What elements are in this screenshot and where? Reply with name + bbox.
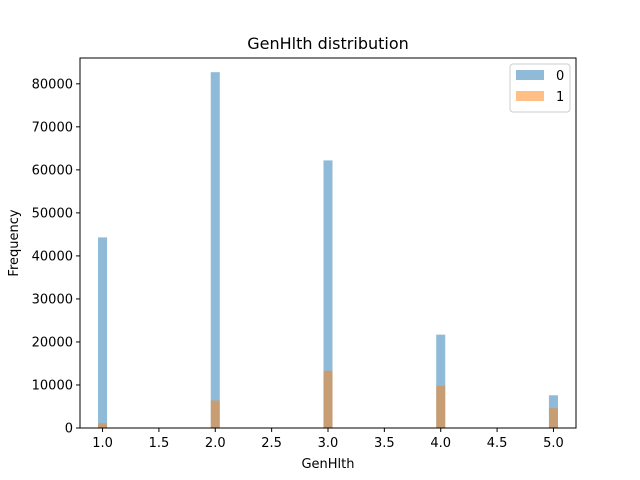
x-tick-label: 2.5 [261, 436, 282, 451]
bar-series-0-4 [436, 334, 446, 428]
y-tick-label: 50000 [32, 206, 73, 221]
bar-series-1-3 [323, 370, 333, 428]
x-tick-label: 5.0 [543, 436, 564, 451]
bar-series-1-1 [98, 423, 108, 428]
bar-series-1-4 [436, 385, 446, 428]
y-tick-label: 40000 [32, 249, 73, 264]
y-tick-label: 60000 [32, 163, 73, 178]
x-axis-label: GenHlth [301, 457, 354, 472]
chart-title: GenHlth distribution [247, 34, 409, 53]
y-axis-ticks: 0 10000 20000 30000 40000 50000 60000 70000 8000… [32, 77, 80, 437]
x-tick-label: 2.0 [205, 436, 226, 451]
legend-swatch-1 [516, 91, 544, 101]
x-tick-label: 3.5 [374, 436, 395, 451]
y-tick-label: 80000 [32, 77, 73, 92]
x-tick-label: 4.0 [430, 436, 451, 451]
bar-series-0-2 [210, 72, 220, 428]
legend-label-0: 0 [556, 69, 564, 84]
legend-label-1: 1 [556, 90, 564, 105]
bar-series-0-3 [323, 160, 333, 428]
x-axis-ticks: 1.0 1.5 2.0 2.5 3.0 3.5 4.0 4.5 5.0 [92, 428, 564, 451]
x-tick-label: 1.0 [92, 436, 113, 451]
y-axis-label: Frequency [7, 209, 22, 276]
x-tick-label: 3.0 [318, 436, 339, 451]
bar-series-1-2 [210, 400, 220, 428]
y-tick-label: 0 [65, 422, 73, 437]
legend-swatch-0 [516, 70, 544, 80]
y-tick-label: 10000 [32, 378, 73, 393]
x-tick-label: 1.5 [149, 436, 170, 451]
legend: 01 [509, 63, 571, 113]
y-tick-label: 30000 [32, 292, 73, 307]
y-tick-label: 20000 [32, 335, 73, 350]
bar-series-1-5 [548, 408, 558, 428]
y-tick-label: 70000 [32, 120, 73, 135]
x-tick-label: 4.5 [487, 436, 508, 451]
bar-series-0-1 [98, 237, 108, 428]
bars-group [98, 72, 558, 428]
